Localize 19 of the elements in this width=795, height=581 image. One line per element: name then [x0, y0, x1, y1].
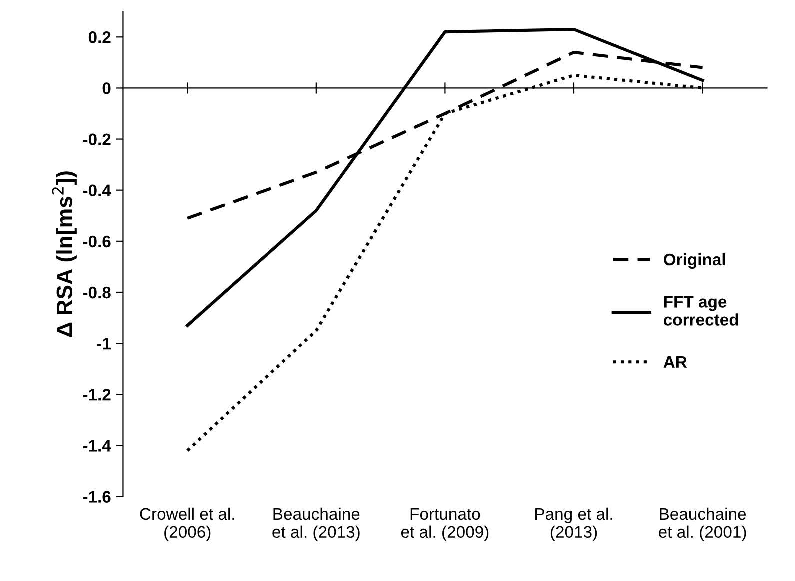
- x-tick-label: Pang et al. (2013): [536, 508, 612, 542]
- y-tick-label: -0.6: [83, 236, 111, 248]
- x-tick-label: Fortunato et al. (2009): [401, 508, 489, 542]
- x-tick-label: Beauchaine et al. (2013): [272, 508, 360, 542]
- legend-label: FFT age corrected: [664, 296, 738, 326]
- x-tick-label: Beauchaine et al. (2001): [659, 508, 746, 542]
- y-tick-label: -0.2: [83, 134, 111, 146]
- y-tick-label: -1.2: [83, 389, 111, 401]
- legend-label: Original: [664, 253, 726, 270]
- y-tick-label: -1: [97, 338, 111, 350]
- legend-label: AR: [664, 356, 688, 368]
- y-tick-label: -1.6: [83, 491, 111, 503]
- y-tick-label: -1.4: [83, 440, 112, 452]
- y-tick-label: -0.4: [83, 184, 112, 197]
- y-tick-label: 0.2: [88, 32, 111, 44]
- x-tick-label: Crowell et al. (2006): [140, 508, 234, 542]
- y-axis-title: Δ RSA (ln[ms$^{2}$]): [52, 172, 77, 338]
- y-tick-label: -0.8: [83, 286, 111, 299]
- y-tick-label: 0: [102, 82, 111, 94]
